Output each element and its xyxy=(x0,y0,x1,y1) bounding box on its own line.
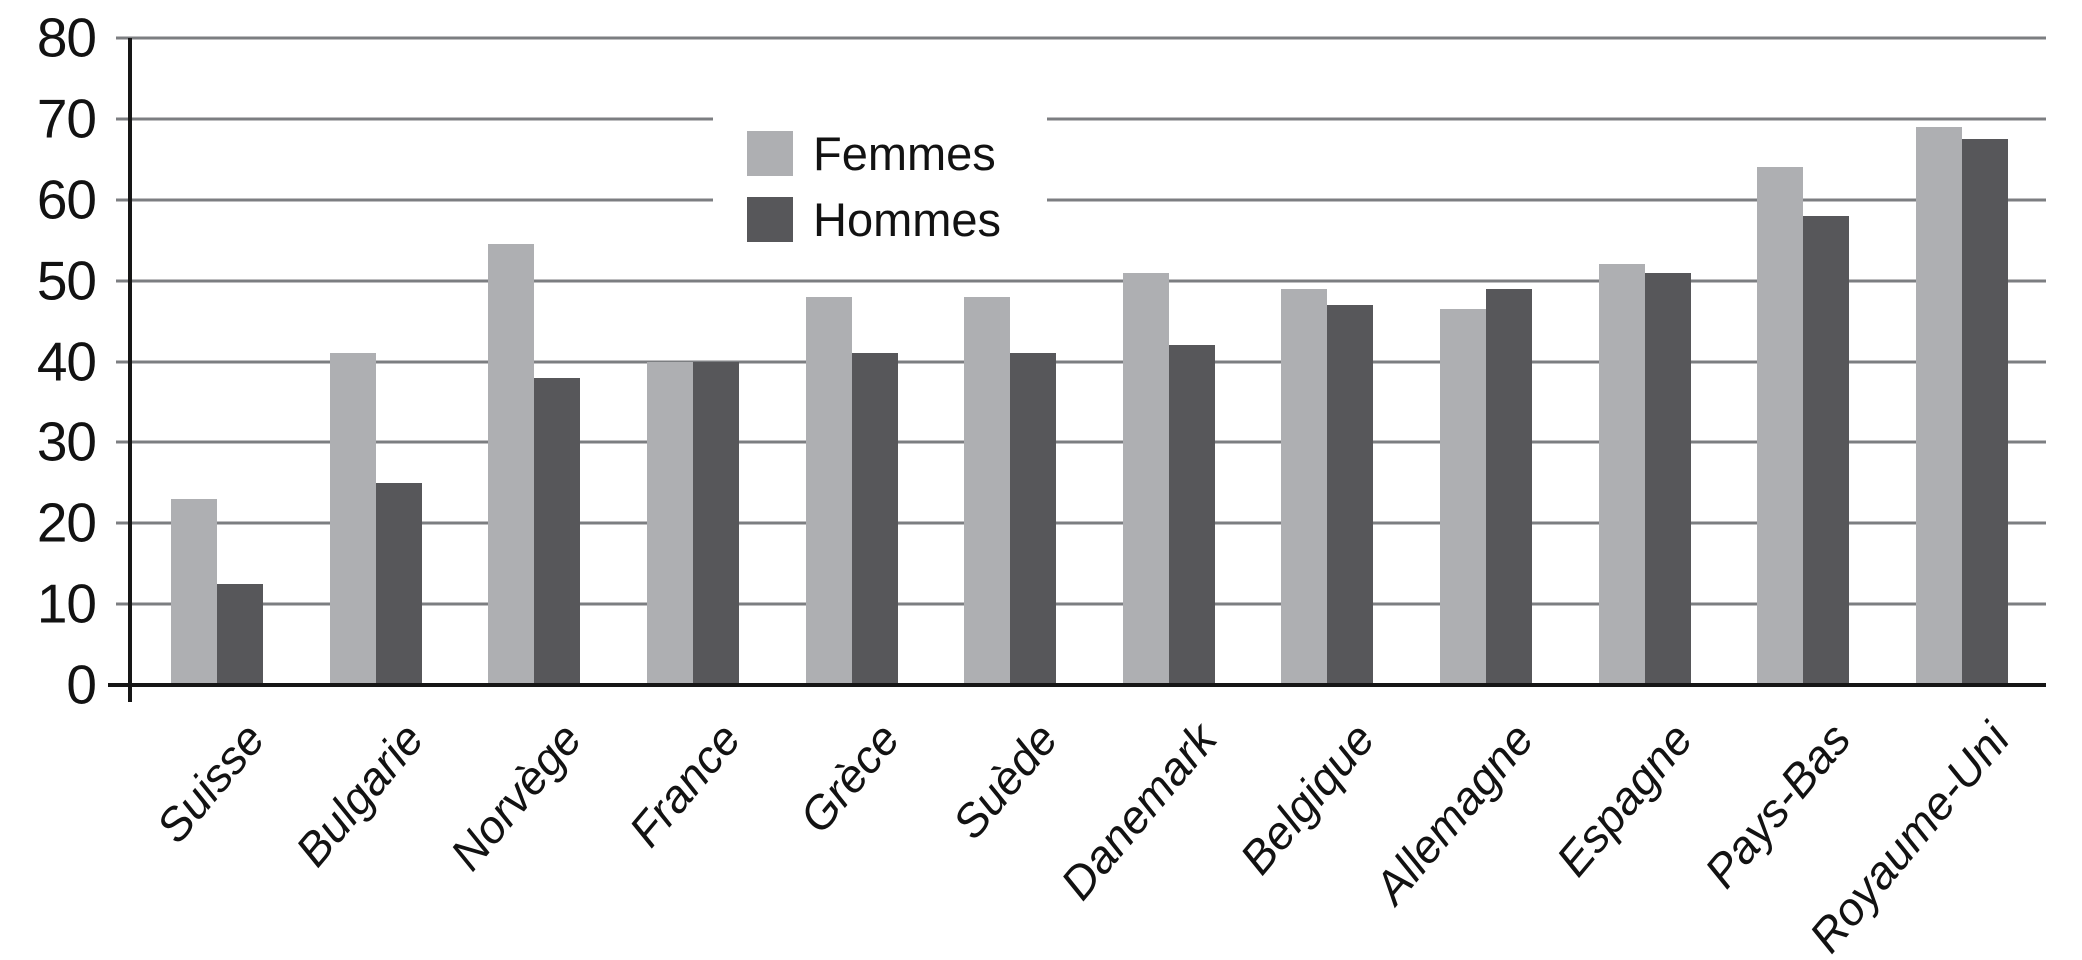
bar-hommes-grèce xyxy=(851,353,898,685)
y-axis-line xyxy=(128,38,132,702)
bar-hommes-danemark xyxy=(1168,345,1215,685)
bar-hommes-bulgarie xyxy=(375,482,422,685)
bar-femmes-suisse xyxy=(171,499,217,685)
x-axis-labels: Suisse Bulgarie Norvège France Grèce Suède Dan… xyxy=(130,685,2046,960)
y-tick-label-60: 60 xyxy=(36,168,97,231)
bar-femmes-belgique xyxy=(1281,288,1328,685)
y-tick-label-10: 10 xyxy=(36,572,97,635)
gridline-60 xyxy=(116,198,2046,202)
bar-femmes-bulgarie xyxy=(329,353,376,685)
legend-item-femmes: Femmes xyxy=(747,130,1047,177)
gridline-30 xyxy=(116,440,2046,444)
y-tick-label-80: 80 xyxy=(36,6,97,69)
y-axis-labels: 0 10 20 30 40 50 60 70 80 xyxy=(0,10,97,712)
legend-item-hommes: Hommes xyxy=(747,196,1047,243)
gridline-70 xyxy=(116,117,2046,121)
bar-hommes-espagne xyxy=(1644,272,1691,685)
bar-femmes-suède xyxy=(964,296,1011,685)
gridline-50 xyxy=(116,279,2046,283)
gridline-20 xyxy=(116,521,2046,525)
bar-femmes-pays-bas xyxy=(1757,167,1804,685)
bar-hommes-allemagne xyxy=(1486,288,1533,685)
bar-hommes-belgique xyxy=(1327,304,1374,685)
y-tick-label-40: 40 xyxy=(36,330,97,392)
bar-femmes-danemark xyxy=(1122,272,1169,685)
bar-hommes-suède xyxy=(1010,353,1057,685)
bar-femmes-royaume-uni xyxy=(1916,126,1963,685)
x-axis-line xyxy=(108,683,2046,687)
bar-hommes-suisse xyxy=(217,583,263,685)
legend-label-hommes: Hommes xyxy=(813,193,1002,246)
bar-femmes-espagne xyxy=(1598,264,1645,685)
legend-label-femmes: Femmes xyxy=(813,127,996,180)
gridline-80 xyxy=(116,36,2046,40)
gridline-10 xyxy=(116,602,2046,606)
y-tick-label-70: 70 xyxy=(36,87,97,150)
y-tick-label-50: 50 xyxy=(36,249,97,312)
bar-hommes-norvège xyxy=(534,377,581,685)
bar-femmes-norvège xyxy=(488,244,535,685)
bar-femmes-allemagne xyxy=(1440,308,1487,685)
gridline-40 xyxy=(116,360,2046,363)
bar-hommes-pays-bas xyxy=(1803,215,1850,685)
hommes-swatch-icon xyxy=(747,197,793,242)
plot-area: Femmes Hommes xyxy=(108,36,2046,702)
bar-femmes-grèce xyxy=(805,296,852,685)
bar-femmes-france xyxy=(646,361,693,685)
y-tick-label-30: 30 xyxy=(36,410,97,473)
femmes-swatch-icon xyxy=(747,131,793,176)
y-tick-label-20: 20 xyxy=(36,491,97,554)
bar-hommes-royaume-uni xyxy=(1962,139,2009,685)
bar-hommes-france xyxy=(692,361,739,685)
legend: Femmes Hommes xyxy=(713,112,1047,257)
y-tick-label-0: 0 xyxy=(66,653,97,716)
